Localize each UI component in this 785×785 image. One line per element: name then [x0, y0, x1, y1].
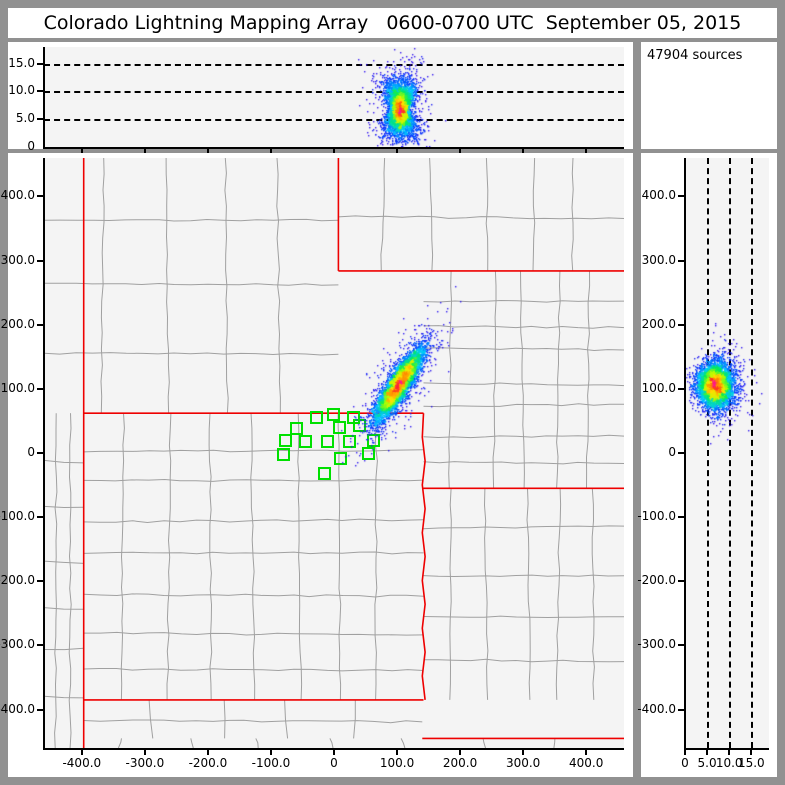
map-xtick-label-1: -300.0: [125, 756, 165, 770]
map-xtick-6: [459, 749, 462, 755]
north-south-vs-altitude-panel: 400.0 300.0 200.0 100.0 0 -100.0 -200.0 -300.0 -…: [637, 153, 777, 777]
top-panel-xtick-4: [333, 148, 335, 154]
top-panel-ytick-label-1: 5.0: [15, 111, 35, 126]
map-xtick-7: [522, 749, 525, 755]
right-plot-area: [685, 158, 769, 748]
right-panel-ytick-label-8: -400.0: [637, 701, 676, 716]
right-panel-ytick-5: [678, 516, 685, 519]
map-ytick-5: [37, 516, 44, 519]
top-panel-ytick-3: [37, 62, 44, 65]
map-ytick-3: [37, 387, 44, 390]
source-count-panel: 47904 sources: [641, 42, 777, 149]
top-panel-xtick-1: [143, 148, 146, 154]
source-count-label: 47904 sources: [647, 48, 743, 63]
right-panel-ytick-4: [678, 452, 685, 454]
page-title: Colorado Lightning Mapping Array 0600-07…: [43, 12, 742, 34]
map-xtick-label-7: 300.0: [505, 756, 541, 770]
map-xtick-4: [333, 749, 335, 755]
map-xtick-0: [80, 749, 83, 755]
map-ytick-6: [37, 580, 44, 583]
right-panel-xtick-label-3: 15.0: [737, 756, 765, 770]
right-panel-y-axis: [684, 158, 686, 749]
map-xtick-1: [143, 749, 146, 755]
map-xtick-label-8: 400.0: [568, 756, 604, 770]
map-ytick-label-7: -300.0: [0, 637, 35, 652]
map-ytick-1: [37, 259, 44, 262]
right-panel-xtick-2: [728, 749, 731, 755]
map-ytick-label-3: 100.0: [0, 380, 35, 395]
right-panel-ytick-label-0: 400.0: [641, 188, 676, 203]
top-panel-source-cloud: [44, 47, 624, 147]
map-xtick-2: [206, 749, 209, 755]
right-panel-ytick-label-1: 300.0: [641, 252, 676, 267]
right-panel-xtick-label-0: 0: [681, 756, 689, 770]
map-ytick-2: [37, 323, 44, 326]
map-ytick-label-1: 300.0: [0, 252, 35, 267]
map-xtick-label-4: 0: [330, 756, 338, 770]
map-xtick-label-6: 200.0: [442, 756, 478, 770]
right-panel-xtick-label-1: 5.0: [697, 756, 717, 770]
map-ytick-4: [37, 452, 44, 454]
right-panel-xtick-label-2: 10.0: [715, 756, 743, 770]
top-plot-area: [44, 47, 624, 147]
title-bar: Colorado Lightning Mapping Array 0600-07…: [8, 8, 777, 38]
map-xtick-5: [396, 749, 399, 755]
right-panel-xtick-0: [684, 749, 686, 755]
right-panel-ytick-8: [678, 708, 685, 711]
map-ytick-label-4: 0: [27, 445, 35, 459]
map-xtick-label-3: -100.0: [251, 756, 291, 770]
right-panel-ytick-label-2: 200.0: [641, 316, 676, 331]
map-ytick-label-0: 400.0: [0, 188, 35, 203]
right-panel-x-axis: [684, 748, 769, 750]
map-source-cloud: [44, 158, 624, 748]
map-ytick-0: [37, 195, 44, 198]
map-xtick-label-0: -400.0: [62, 756, 102, 770]
altitude-vs-east-west-panel: 05.010.015.0-400.0-300.0-200.0-100.00100…: [8, 42, 633, 169]
map-xtick-3: [269, 749, 272, 755]
right-panel-ytick-0: [678, 195, 685, 198]
top-panel-ytick-label-3: 15.0: [8, 55, 35, 70]
map-xtick-label-5: 100.0: [379, 756, 415, 770]
map-ytick-label-6: -200.0: [0, 573, 35, 588]
top-panel-xtick-2: [206, 148, 209, 154]
map-ytick-8: [37, 708, 44, 711]
top-panel-xtick-5: [396, 148, 399, 154]
top-panel-xtick-7: [522, 148, 525, 154]
map-plot-area: [44, 158, 624, 748]
plan-view-map-panel: 400.0 300.0 200.0 100.0 0 -100.0 -200.0 -300.0 -…: [0, 153, 633, 777]
right-panel-xtick-3: [750, 749, 753, 755]
map-xtick-8: [585, 749, 588, 755]
top-panel-ytick-label-0: 0: [27, 139, 35, 153]
map-y-axis: [43, 158, 45, 749]
right-panel-ytick-label-4: 0: [668, 445, 676, 459]
top-panel-xtick-3: [269, 148, 272, 154]
right-panel-xtick-1: [706, 749, 709, 755]
top-panel-xtick-0: [80, 148, 83, 154]
top-panel-xtick-6: [459, 148, 462, 154]
top-panel-ytick-2: [37, 90, 44, 93]
right-panel-source-cloud: [685, 158, 769, 748]
right-panel-ytick-7: [678, 644, 685, 647]
map-ytick-7: [37, 644, 44, 647]
right-panel-ytick-1: [678, 259, 685, 262]
top-panel-y-axis: [43, 47, 45, 148]
map-ytick-label-8: -400.0: [0, 701, 35, 716]
right-panel-ytick-3: [678, 387, 685, 390]
right-panel-ytick-2: [678, 323, 685, 326]
top-panel-xtick-8: [585, 148, 588, 154]
right-panel-ytick-label-5: -100.0: [637, 509, 676, 524]
right-panel-ytick-label-7: -300.0: [637, 637, 676, 652]
right-panel-ytick-label-6: -200.0: [637, 573, 676, 588]
right-panel-ytick-6: [678, 580, 685, 583]
right-panel-ytick-label-3: 100.0: [641, 380, 676, 395]
top-panel-ytick-label-2: 10.0: [8, 83, 35, 98]
map-xtick-label-2: -200.0: [188, 756, 228, 770]
map-ytick-label-5: -100.0: [0, 509, 35, 524]
map-ytick-label-2: 200.0: [0, 316, 35, 331]
top-panel-ytick-1: [37, 118, 44, 121]
